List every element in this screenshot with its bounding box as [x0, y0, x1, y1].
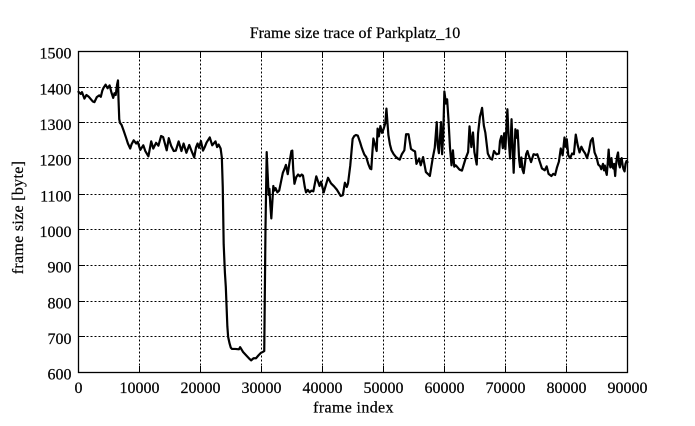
svg-text:900: 900 [48, 260, 72, 277]
svg-text:90000: 90000 [608, 380, 648, 397]
svg-text:700: 700 [48, 331, 72, 348]
svg-text:80000: 80000 [547, 380, 587, 397]
svg-text:frame index: frame index [313, 400, 394, 417]
svg-text:50000: 50000 [364, 380, 404, 397]
svg-text:Frame size trace of Parkplatz_: Frame size trace of Parkplatz_10 [250, 25, 461, 42]
svg-text:600: 600 [48, 367, 72, 384]
svg-text:1100: 1100 [40, 188, 71, 205]
svg-text:800: 800 [48, 295, 72, 312]
svg-text:10000: 10000 [120, 380, 160, 397]
svg-text:60000: 60000 [425, 380, 465, 397]
svg-text:frame size [byte]: frame size [byte] [10, 161, 27, 274]
svg-text:20000: 20000 [181, 380, 221, 397]
svg-text:0: 0 [75, 380, 83, 397]
svg-text:1000: 1000 [40, 224, 72, 241]
svg-text:1200: 1200 [40, 153, 72, 170]
svg-text:1500: 1500 [40, 46, 72, 63]
svg-text:40000: 40000 [303, 380, 343, 397]
svg-text:1400: 1400 [40, 81, 72, 98]
svg-text:1300: 1300 [40, 117, 72, 134]
svg-text:70000: 70000 [486, 380, 526, 397]
svg-text:30000: 30000 [242, 380, 282, 397]
